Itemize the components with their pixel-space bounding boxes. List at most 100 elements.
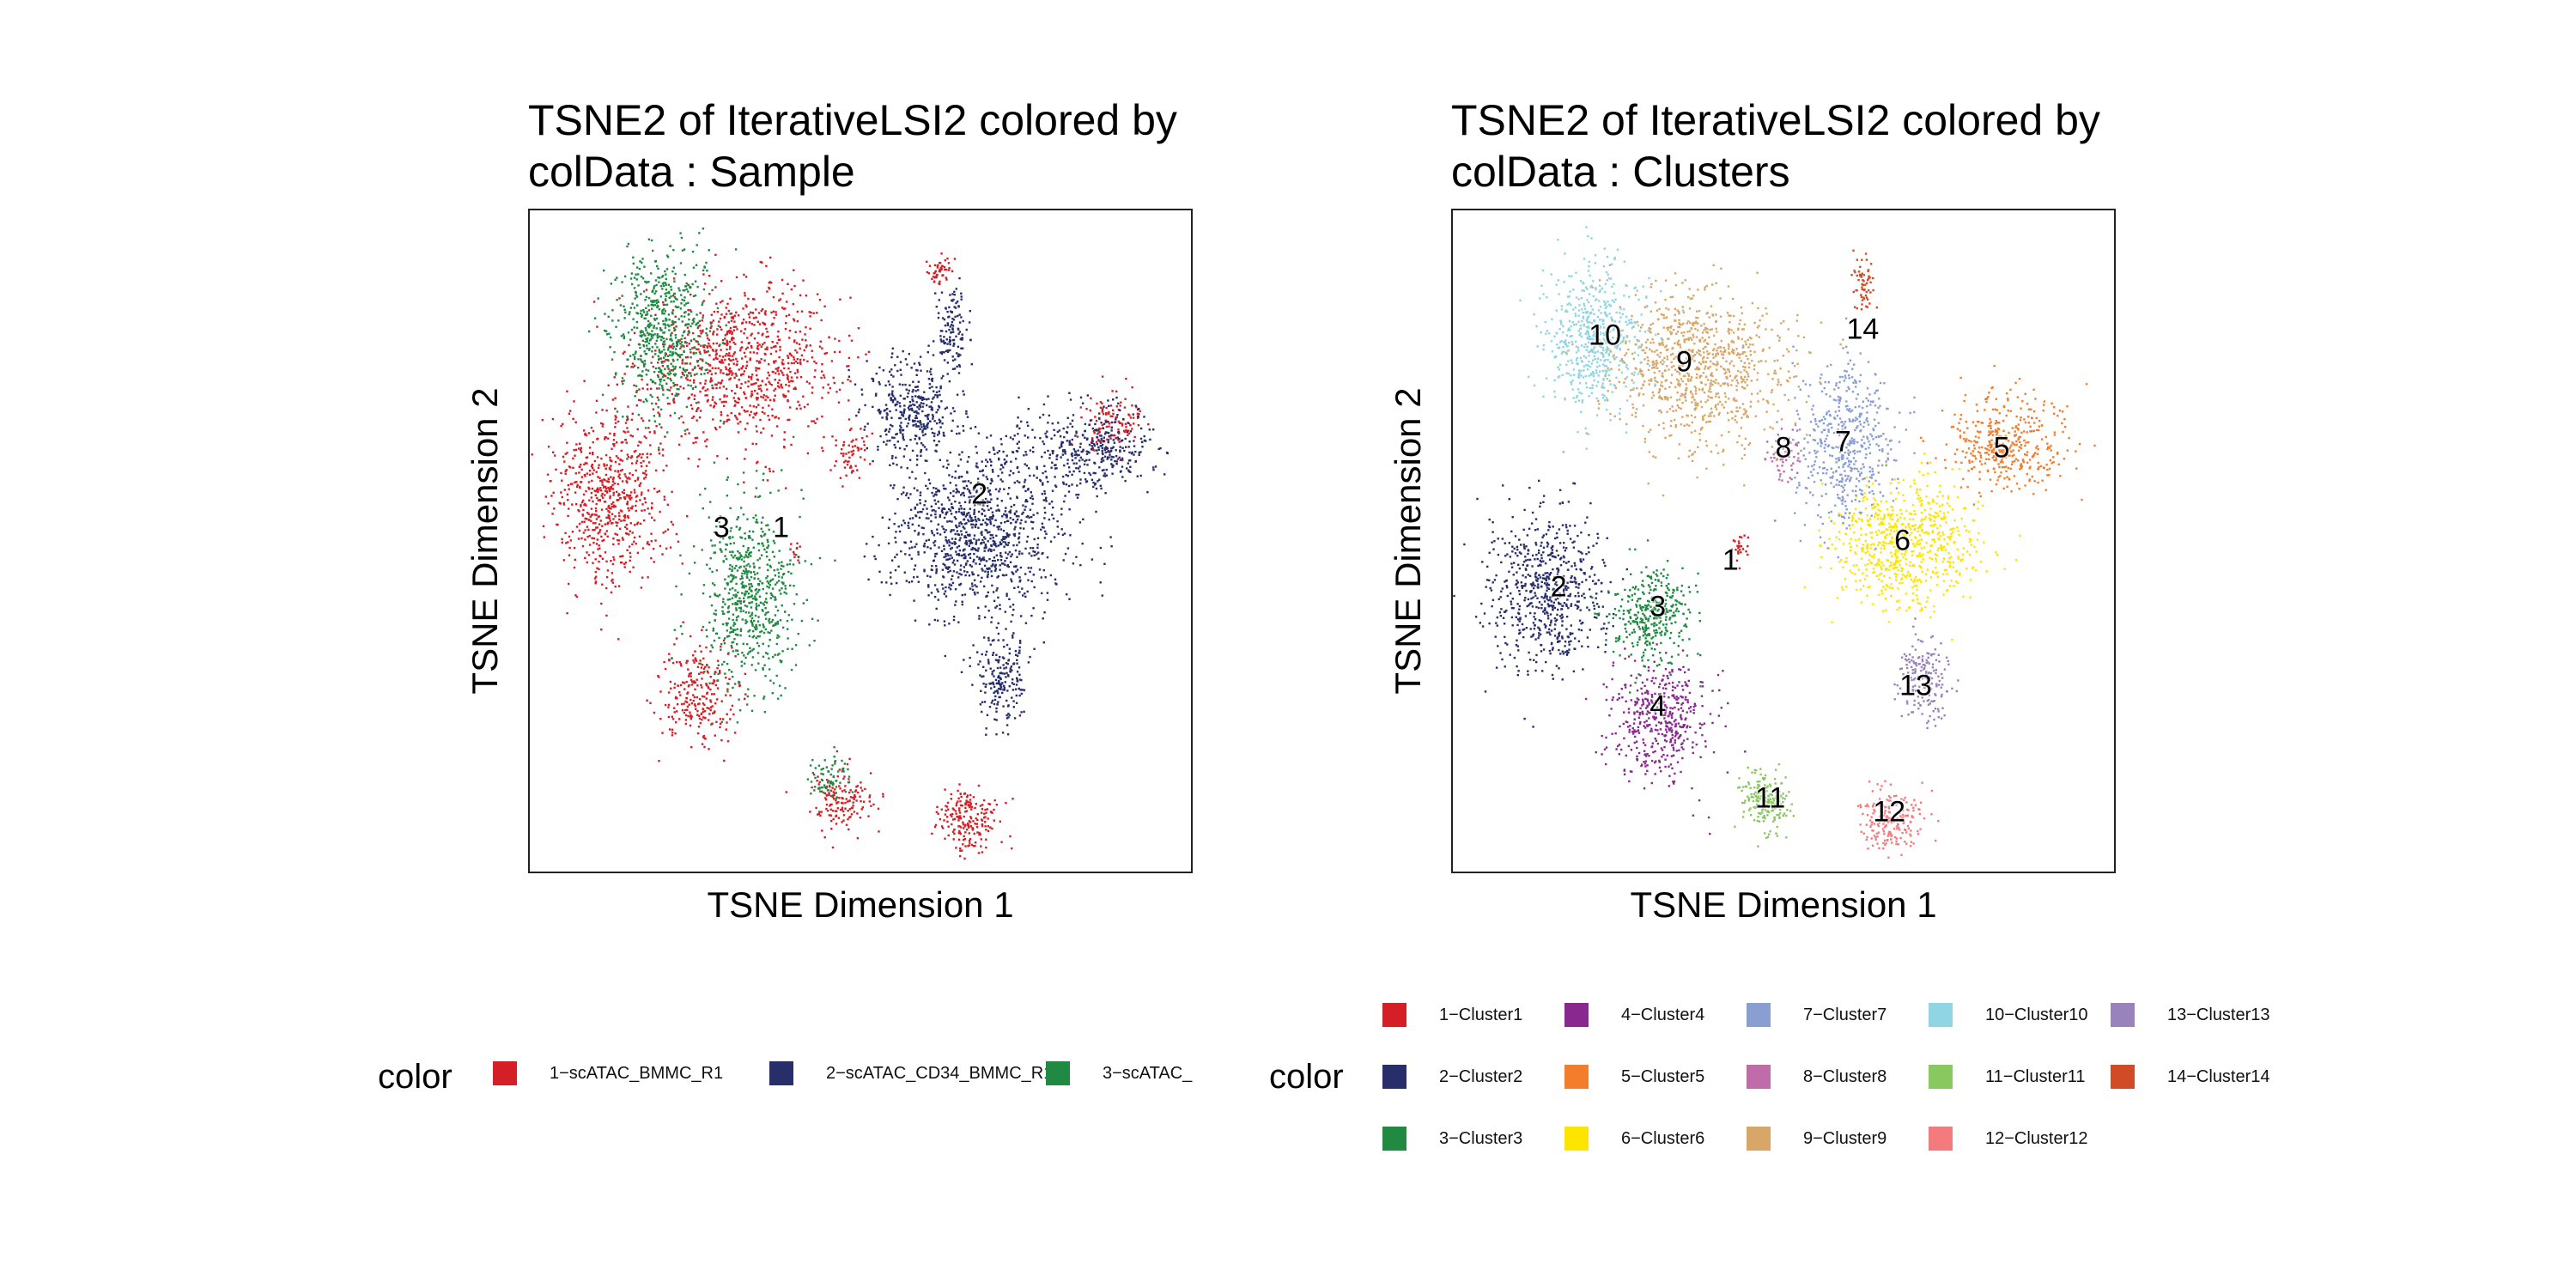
- scatter-point: [963, 593, 967, 596]
- scatter-point: [992, 514, 994, 518]
- scatter-point: [1002, 536, 1005, 538]
- scatter-point: [649, 453, 652, 456]
- scatter-point: [687, 668, 690, 671]
- scatter-point: [790, 361, 793, 365]
- scatter-point: [583, 503, 586, 507]
- scatter-point: [712, 418, 714, 421]
- scatter-point: [933, 544, 936, 547]
- scatter-point: [986, 518, 988, 520]
- scatter-point: [781, 386, 784, 389]
- scatter-point: [672, 360, 675, 362]
- scatter-point: [937, 501, 939, 503]
- scatter-point: [1109, 451, 1111, 453]
- scatter-point: [908, 389, 910, 392]
- scatter-point: [959, 568, 962, 571]
- scatter-point: [1121, 457, 1124, 460]
- scatter-point: [751, 383, 754, 386]
- scatter-point: [568, 546, 571, 550]
- scatter-point: [941, 264, 944, 268]
- scatter-point: [684, 433, 687, 435]
- scatter-point: [1143, 416, 1145, 418]
- scatter-point: [913, 487, 916, 489]
- scatter-point: [796, 368, 799, 372]
- scatter-point: [908, 554, 911, 556]
- scatter-point: [674, 334, 677, 337]
- scatter-point: [816, 417, 818, 421]
- scatter-point: [671, 320, 674, 323]
- scatter-point: [1063, 532, 1066, 535]
- scatter-point: [939, 817, 942, 821]
- scatter-point: [977, 784, 981, 787]
- scatter-point: [933, 272, 935, 275]
- scatter-point: [625, 532, 628, 535]
- scatter-point: [641, 374, 643, 378]
- scatter-point: [997, 639, 999, 641]
- scatter-point: [1046, 598, 1049, 601]
- scatter-point: [863, 444, 866, 447]
- scatter-point: [774, 394, 776, 397]
- scatter-point: [908, 409, 911, 411]
- scatter-point: [979, 580, 982, 583]
- scatter-point: [1006, 673, 1010, 677]
- scatter-point: [641, 258, 644, 260]
- scatter-point: [666, 364, 669, 368]
- scatter-point: [818, 299, 822, 301]
- scatter-point: [592, 469, 595, 471]
- scatter-point: [980, 845, 982, 848]
- scatter-point: [953, 258, 957, 260]
- scatter-point: [957, 489, 959, 492]
- scatter-point: [830, 360, 834, 362]
- scatter-point: [890, 576, 892, 579]
- scatter-point: [963, 566, 966, 568]
- scatter-point: [939, 385, 942, 388]
- scatter-point: [926, 459, 928, 462]
- scatter-point: [587, 432, 591, 434]
- scatter-point: [835, 802, 838, 805]
- scatter-point: [985, 669, 987, 671]
- scatter-point: [951, 320, 954, 324]
- scatter-point: [1005, 801, 1007, 805]
- scatter-point: [636, 478, 639, 481]
- scatter-point: [1115, 436, 1117, 440]
- scatter-point: [704, 394, 707, 397]
- scatter-point: [836, 807, 839, 810]
- scatter-point: [944, 563, 946, 567]
- scatter-point: [1016, 654, 1019, 657]
- scatter-point: [856, 785, 860, 787]
- scatter-point: [566, 452, 568, 454]
- scatter-point: [655, 469, 658, 472]
- scatter-point: [969, 492, 972, 495]
- scatter-point: [591, 464, 593, 466]
- scatter-point: [1002, 562, 1005, 565]
- scatter-point: [683, 331, 685, 334]
- scatter-point: [579, 485, 581, 489]
- scatter-point: [1004, 461, 1006, 465]
- scatter-point: [799, 404, 801, 407]
- scatter-point: [759, 361, 762, 364]
- scatter-point: [963, 536, 966, 538]
- scatter-point: [1066, 475, 1070, 477]
- scatter-point: [677, 393, 680, 396]
- scatter-point: [941, 422, 944, 425]
- scatter-point: [937, 598, 939, 601]
- scatter-point: [680, 315, 683, 318]
- scatter-point: [848, 456, 851, 459]
- scatter-point: [696, 348, 698, 350]
- scatter-point: [757, 312, 761, 314]
- scatter-point: [1121, 422, 1124, 425]
- scatter-point: [641, 313, 643, 317]
- scatter-point: [744, 367, 747, 369]
- scatter-point: [733, 351, 736, 354]
- scatter-point: [997, 596, 999, 599]
- scatter-point: [969, 805, 971, 809]
- scatter-point: [692, 295, 696, 298]
- scatter-point: [611, 502, 613, 506]
- scatter-point: [701, 664, 704, 666]
- scatter-point: [1009, 517, 1012, 519]
- scatter-point: [595, 543, 598, 545]
- scatter-point: [990, 570, 993, 573]
- scatter-point: [626, 495, 629, 497]
- scatter-point: [982, 541, 986, 544]
- scatter-point: [594, 494, 597, 496]
- scatter-point: [949, 343, 951, 346]
